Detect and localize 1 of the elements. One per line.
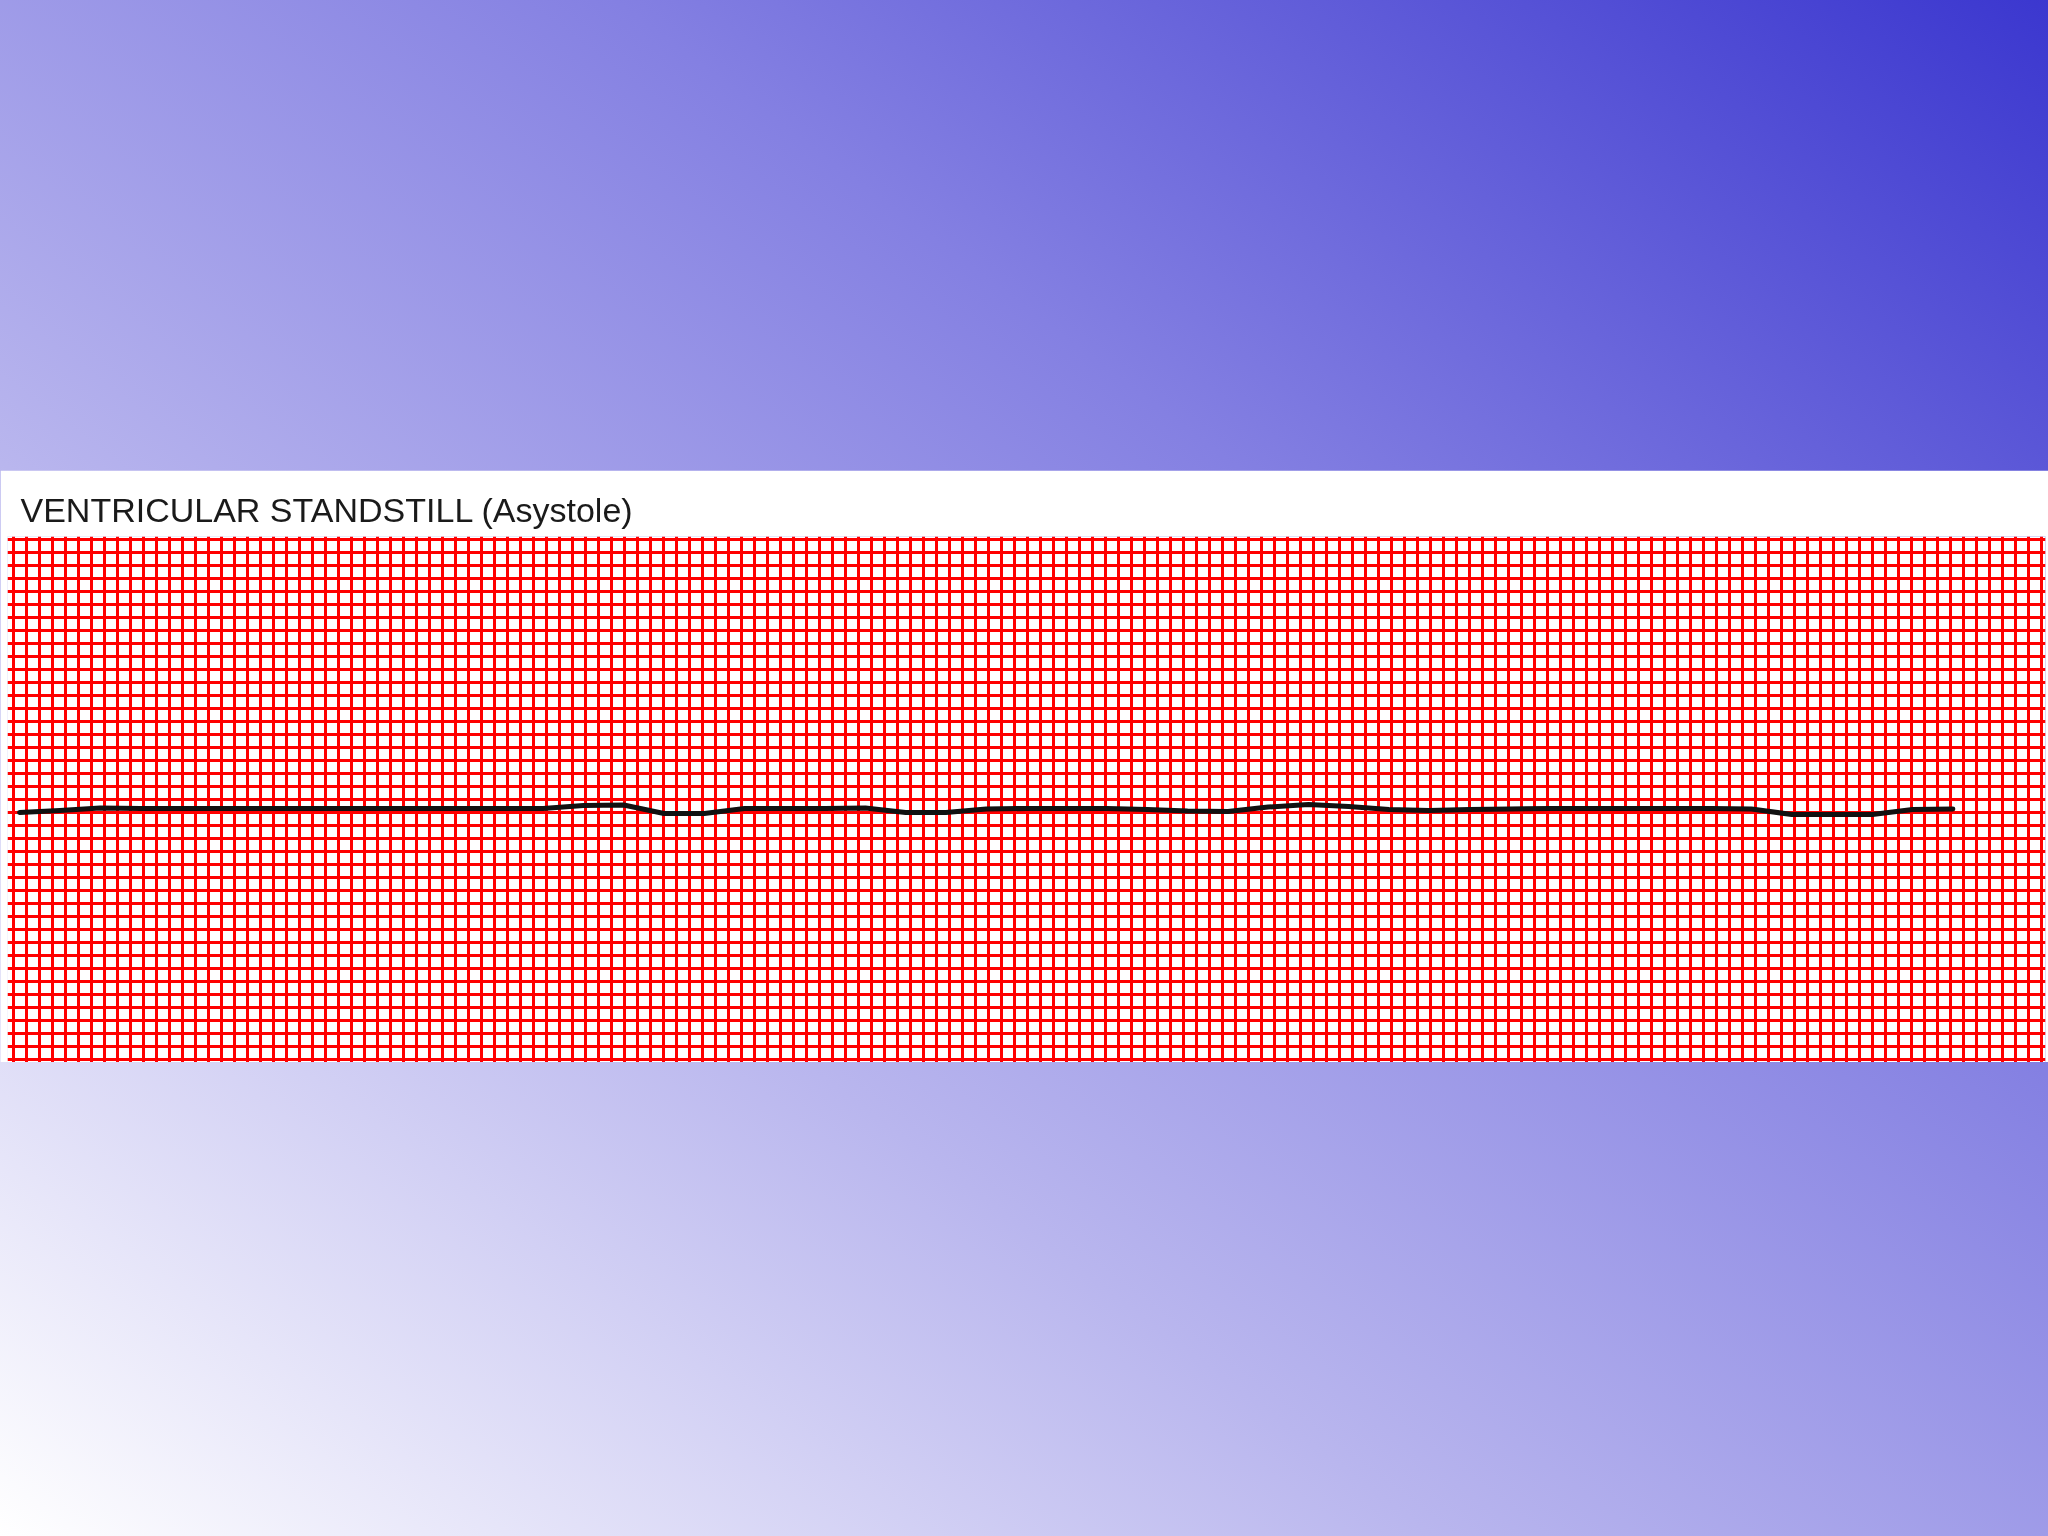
chart-title: VENTRICULAR STANDSTILL (Asystole) xyxy=(20,490,633,529)
